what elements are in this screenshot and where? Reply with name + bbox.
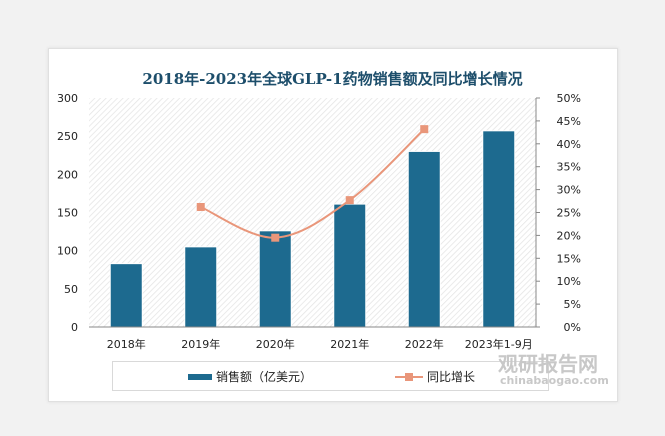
y2-tick-label: 45% (557, 115, 581, 128)
y2-tick-label: 35% (557, 161, 581, 174)
y-tick-label: 0 (71, 321, 78, 334)
chart-title: 2018年-2023年全球GLP-1药物销售额及同比增长情况 (142, 70, 523, 88)
y2-tick-label: 40% (557, 138, 581, 151)
legend: 销售额（亿美元） 同比增长 (112, 361, 549, 391)
y2-tick-label: 20% (557, 229, 581, 242)
bar (333, 203, 367, 328)
bar (184, 246, 218, 328)
bar (482, 130, 516, 328)
watermark-url: chinabaogao.com (500, 374, 609, 387)
x-tick-label: 2022年 (405, 337, 444, 351)
y-tick-label: 300 (57, 92, 78, 105)
watermark-logo: 观研报告网 (498, 352, 598, 376)
y2-tick-label: 5% (564, 298, 581, 311)
x-tick-label: 2019年 (181, 337, 220, 351)
growth-marker (271, 233, 280, 242)
y2-tick-label: 0% (564, 321, 581, 334)
y2-tick-label: 25% (557, 207, 581, 220)
growth-marker (345, 196, 354, 205)
y2-tick-label: 50% (557, 92, 581, 105)
y-tick-label: 50 (64, 283, 78, 296)
legend-item-sales: 销售额（亿美元） (188, 368, 312, 385)
x-tick-label: 2023年1-9月 (465, 337, 533, 351)
legend-swatch-line (395, 372, 423, 381)
legend-item-growth: 同比增长 (395, 368, 475, 385)
x-tick-label: 2018年 (107, 337, 146, 351)
x-tick-label: 2020年 (256, 337, 295, 351)
legend-label: 销售额（亿美元） (216, 370, 313, 384)
x-tick-label: 2021年 (330, 337, 369, 351)
legend-swatch-bar (188, 373, 212, 380)
bar (109, 263, 143, 328)
y-tick-label: 250 (57, 130, 78, 143)
y-tick-label: 150 (57, 207, 78, 220)
y2-tick-label: 15% (557, 252, 581, 265)
growth-marker (196, 203, 205, 212)
growth-line (200, 128, 425, 239)
growth-marker (420, 125, 429, 134)
y-tick-label: 100 (57, 245, 78, 258)
bar (258, 230, 292, 328)
bar (407, 150, 441, 328)
y-tick-label: 200 (57, 168, 78, 181)
legend-label: 同比增长 (427, 370, 476, 384)
plot-area (89, 98, 536, 327)
y2-tick-label: 30% (557, 184, 581, 197)
y2-tick-label: 10% (557, 275, 581, 288)
